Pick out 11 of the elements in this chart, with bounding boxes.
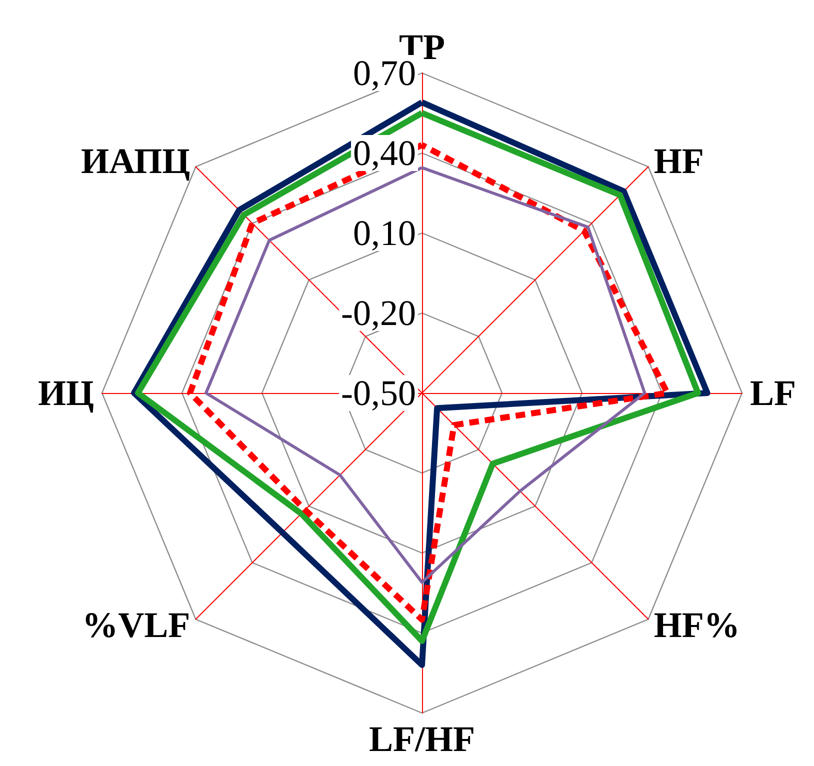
y-tick-label: 0,40 (353, 133, 416, 173)
spoke-label: LF (750, 373, 796, 413)
y-tick-label: -0,50 (341, 373, 416, 413)
spoke-label: ИАПЦ (80, 141, 190, 182)
spoke-label: HF (654, 141, 704, 182)
y-tick-label: 0,10 (353, 213, 416, 253)
spoke-label: HF% (654, 604, 740, 645)
y-tick-label: -0,20 (341, 293, 416, 333)
spoke-label: ИЦ (38, 373, 94, 413)
spoke-label: LF/HF (369, 719, 475, 759)
spoke-label: %VLF (82, 604, 190, 645)
